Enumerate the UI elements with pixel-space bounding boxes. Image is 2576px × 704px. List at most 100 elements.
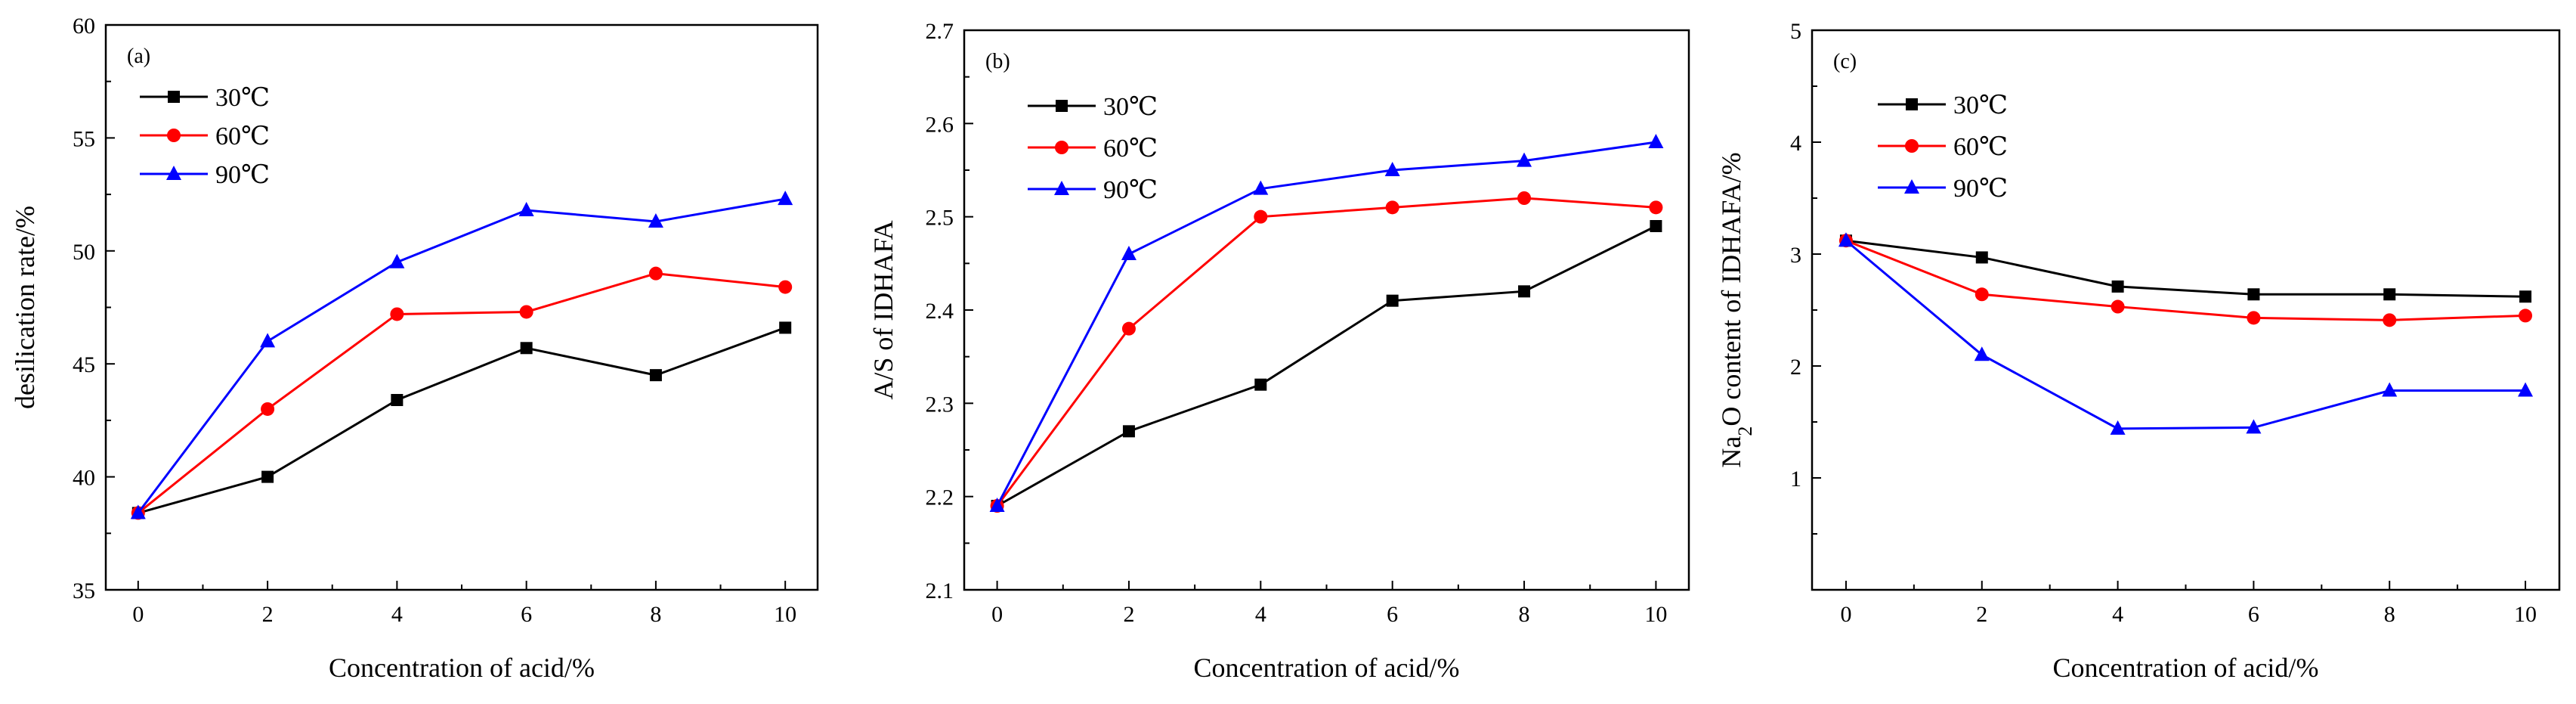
- legend-marker: [1906, 98, 1918, 110]
- series-3: [989, 134, 1664, 512]
- y-tick-label: 2.6: [926, 112, 954, 137]
- data-point: [390, 307, 404, 321]
- data-point: [1517, 152, 1532, 167]
- y-tick-label: 40: [73, 466, 95, 491]
- legend-label: 60℃: [215, 123, 270, 150]
- x-tick-label: 4: [1255, 602, 1266, 627]
- series-2: [1838, 234, 2533, 327]
- data-point: [1517, 191, 1532, 205]
- y-axis-title-part: Na: [1716, 436, 1746, 468]
- x-tick-label: 6: [2248, 602, 2259, 627]
- legend-label: 30℃: [215, 84, 270, 112]
- y-axis-title: Na2O content of IDHAFA/%: [1716, 152, 1756, 467]
- x-tick-label: 10: [2514, 602, 2537, 627]
- y-tick-label: 2: [1790, 355, 1801, 380]
- series-line: [996, 225, 1657, 507]
- x-tick-label: 0: [132, 602, 144, 627]
- legend: 30℃ 60℃ 90℃: [1028, 93, 1158, 204]
- data-point: [2519, 290, 2532, 303]
- legend-marker: [167, 129, 181, 142]
- x-tick-label: 0: [1840, 602, 1851, 627]
- x-tick-label: 4: [391, 602, 403, 627]
- legend: 30℃ 60℃ 90℃: [1878, 91, 2008, 203]
- y-tick-label: 2.4: [926, 299, 954, 324]
- data-point: [649, 369, 662, 382]
- legend-label: 60℃: [1103, 135, 1158, 163]
- data-point: [648, 212, 663, 228]
- data-point: [520, 342, 533, 355]
- series-3: [1838, 232, 2534, 435]
- series-1: [991, 220, 1662, 512]
- y-axis-title: A/S of IDHAFA: [868, 220, 898, 399]
- legend-marker: [1055, 141, 1068, 154]
- series-1: [1839, 234, 2532, 303]
- y-tick-label: 2.7: [926, 19, 954, 44]
- legend-marker: [168, 91, 180, 103]
- y-tick-label: 60: [73, 14, 95, 39]
- data-point: [1974, 346, 1990, 361]
- data-point: [2111, 299, 2125, 314]
- data-point: [1121, 321, 1136, 336]
- x-tick-label: 0: [991, 602, 1003, 627]
- data-point: [2247, 311, 2261, 325]
- y-tick-label: 4: [1790, 131, 1801, 156]
- y-axis-title-part: desilication rate/%: [10, 206, 40, 409]
- x-tick-label: 2: [1123, 602, 1134, 627]
- plot-frame: [104, 23, 819, 591]
- data-point: [391, 394, 404, 407]
- data-point: [1122, 425, 1135, 438]
- data-point: [519, 305, 533, 319]
- data-point: [2246, 419, 2262, 434]
- y-tick-label: 5: [1790, 19, 1801, 44]
- x-axis-title: Concentration of acid/%: [329, 653, 595, 683]
- x-tick-label: 2: [262, 602, 274, 627]
- y-tick-label: 3: [1790, 243, 1801, 268]
- chart-panel-2: 0 2 4 6 8 10 2.1 2.2 2.3 2.4 2.5 2.6 2.7 Concentratio…: [868, 19, 1690, 683]
- x-tick-label: 8: [1519, 602, 1530, 627]
- data-point: [2383, 313, 2397, 327]
- data-point: [130, 504, 146, 519]
- data-point: [1121, 246, 1136, 260]
- plot-frame: [1811, 29, 2561, 591]
- y-axis-title: desilication rate/%: [10, 206, 40, 409]
- y-axis-title-part: O content of IDHAFA/%: [1716, 152, 1746, 426]
- data-point: [1518, 285, 1531, 298]
- series-2: [990, 191, 1663, 513]
- panel-label: (a): [127, 45, 150, 68]
- x-tick-label: 2: [1976, 602, 1987, 627]
- x-tick-label: 8: [2384, 602, 2395, 627]
- series-line: [137, 197, 786, 514]
- series-line: [138, 326, 786, 514]
- series-line: [1845, 239, 2526, 321]
- legend-label: 90℃: [215, 161, 270, 189]
- legend-marker: [1054, 181, 1069, 195]
- x-tick-label: 8: [650, 602, 661, 627]
- y-tick-label: 2.2: [926, 485, 954, 510]
- series-line: [137, 272, 786, 514]
- panel-label: (b): [985, 50, 1010, 73]
- x-tick-label: 6: [1387, 602, 1398, 627]
- data-point: [1385, 200, 1399, 215]
- data-point: [1975, 251, 1988, 264]
- series-1: [131, 321, 792, 519]
- y-axis-title-part: A/S of IDHAFA: [868, 220, 898, 399]
- data-point: [1838, 232, 1854, 247]
- data-point: [260, 333, 276, 348]
- data-point: [2111, 280, 2124, 293]
- legend-label: 30℃: [1953, 91, 2008, 119]
- data-point: [1254, 209, 1268, 224]
- data-point: [2247, 288, 2260, 301]
- data-point: [261, 470, 274, 483]
- series-3: [130, 191, 793, 519]
- legend-marker: [1904, 179, 1919, 194]
- data-point: [1253, 180, 1269, 195]
- x-tick-label: 6: [521, 602, 532, 627]
- legend-label: 30℃: [1103, 93, 1158, 121]
- data-point: [2383, 288, 2396, 301]
- x-tick-label: 10: [774, 602, 796, 627]
- y-tick-label: 2.1: [926, 578, 954, 603]
- legend-marker: [1905, 139, 1919, 153]
- data-point: [2519, 309, 2533, 323]
- data-point: [1254, 378, 1267, 391]
